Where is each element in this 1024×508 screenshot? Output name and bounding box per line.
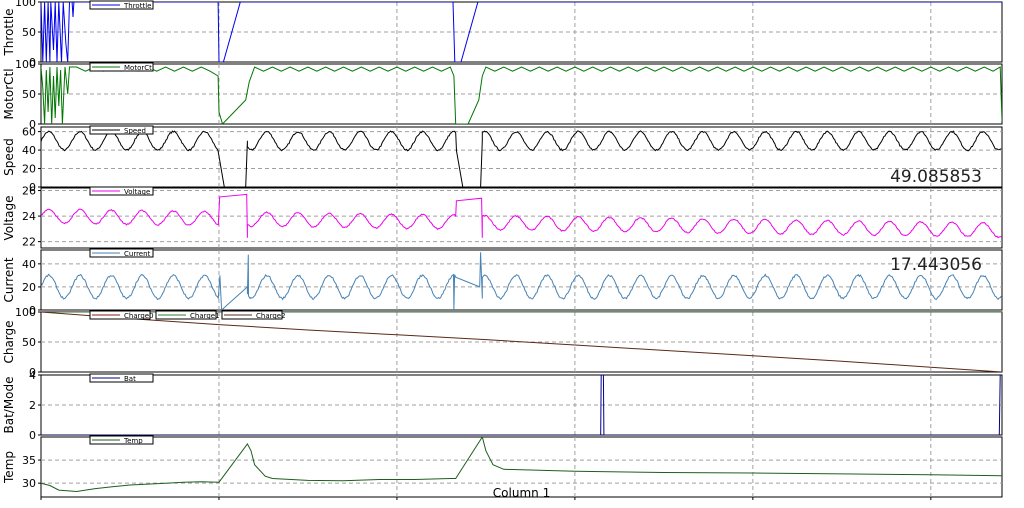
y-tick-label: 0 xyxy=(29,118,36,131)
legend-box xyxy=(89,62,154,72)
legend: Temp xyxy=(89,435,154,445)
y-tick-label: 50 xyxy=(22,26,36,39)
plot-frame xyxy=(40,63,1003,125)
y-axis-label: Bat/Mode xyxy=(2,376,16,433)
plot-frame xyxy=(40,249,1003,311)
y-tick-label: 0 xyxy=(29,56,36,69)
legend-label: Speed xyxy=(124,127,146,135)
y-tick-label: 60 xyxy=(22,126,36,139)
legend-box xyxy=(89,373,154,383)
value-readout: 49.085853 xyxy=(890,167,982,187)
legend-label: Charge2 xyxy=(256,312,286,320)
series-line-throttle xyxy=(41,2,1002,62)
y-axis-label: Speed xyxy=(2,138,16,176)
panel-current: 0 20 40 Current Current 17.443056 xyxy=(2,248,1003,317)
value-readout: 17.443056 xyxy=(890,255,982,275)
y-tick-label: 100 xyxy=(15,58,36,71)
y-axis-label: MotorCtl xyxy=(2,68,16,119)
plot-frame xyxy=(40,187,1003,249)
y-tick-label: 50 xyxy=(22,88,36,101)
legend-box xyxy=(89,248,154,258)
y-tick-label: 20 xyxy=(22,281,36,294)
legend: Speed xyxy=(89,125,154,135)
y-tick-label: 26 xyxy=(22,185,36,198)
legend: Throttle xyxy=(89,0,154,10)
series-line-temp xyxy=(41,437,1002,493)
legend-box xyxy=(89,186,154,196)
y-tick-label: 0 xyxy=(29,304,36,317)
plot-frame xyxy=(40,374,1003,436)
panel-bat-mode: 0 2 4 Bat/Mode Bat xyxy=(2,369,1003,442)
series-line-bat xyxy=(41,375,1002,435)
legend-label: Charge1 xyxy=(190,312,220,320)
plot-frame xyxy=(40,1,1003,63)
panel-temp: 30 35 Temp Temp xyxy=(2,435,1003,498)
legend: Bat xyxy=(89,373,154,383)
y-axis-label: Temp xyxy=(2,451,16,484)
legend-label: Charge0 xyxy=(124,312,154,320)
y-tick-label: 0 xyxy=(29,366,36,379)
y-tick-label: 30 xyxy=(22,477,36,490)
y-tick-label: 100 xyxy=(15,0,36,9)
legend: MotorCtl xyxy=(89,62,154,72)
y-axis-label: Voltage xyxy=(2,195,16,240)
legend-label: MotorCtl xyxy=(124,64,154,72)
y-tick-label: 40 xyxy=(22,258,36,271)
y-axis-label: Throttle xyxy=(2,8,16,56)
legend-label: Bat xyxy=(124,375,136,383)
legend-label: Throttle xyxy=(123,2,151,10)
legend-box xyxy=(89,0,154,10)
panel-speed: 0 20 40 60 Speed Speed 49.085853 xyxy=(2,125,1003,194)
y-axis-label: Current xyxy=(2,257,16,302)
y-tick-label: 4 xyxy=(29,369,36,382)
series-line-voltage xyxy=(41,193,1002,239)
legend: Voltage xyxy=(89,186,154,196)
plot-frame xyxy=(40,436,1003,498)
series-line-speed xyxy=(41,130,1002,187)
y-tick-label: 50 xyxy=(22,336,36,349)
x-axis-label: Column 1 xyxy=(493,486,550,500)
legend-label: Current xyxy=(124,250,151,258)
legend-label: Voltage xyxy=(124,188,150,196)
y-tick-label: 24 xyxy=(22,210,36,223)
legend-box xyxy=(89,435,154,445)
series-line-current xyxy=(41,252,1002,310)
y-tick-label: 2 xyxy=(29,399,36,412)
series-line-charge2 xyxy=(41,312,1002,372)
legend-box xyxy=(89,125,154,135)
y-axis-label: Charge xyxy=(2,320,16,363)
legend-label: Temp xyxy=(123,437,143,445)
y-tick-label: 0 xyxy=(29,181,36,194)
y-tick-label: 35 xyxy=(22,454,36,467)
legend: Charge0 Charge1 Charge2 xyxy=(89,310,286,320)
y-tick-label: 0 xyxy=(29,429,36,442)
y-tick-label: 20 xyxy=(22,163,36,176)
legend: Current xyxy=(89,248,154,258)
panel-voltage: 22 24 26 Voltage Voltage xyxy=(2,185,1003,249)
y-tick-label: 40 xyxy=(22,144,36,157)
y-tick-label: 22 xyxy=(22,236,36,249)
y-tick-label: 100 xyxy=(15,306,36,319)
